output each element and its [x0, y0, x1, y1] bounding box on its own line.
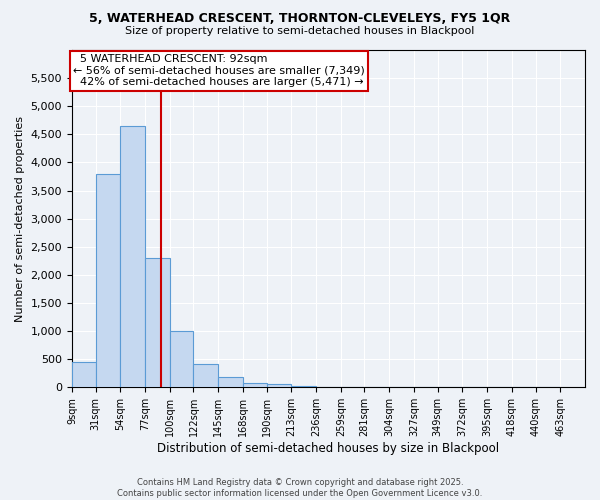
- Bar: [193, 364, 218, 388]
- Bar: [292, 386, 316, 388]
- Bar: [218, 377, 243, 388]
- Text: Size of property relative to semi-detached houses in Blackpool: Size of property relative to semi-detach…: [125, 26, 475, 36]
- Bar: [243, 383, 266, 388]
- Bar: [145, 258, 170, 388]
- Bar: [170, 331, 193, 388]
- Text: Contains HM Land Registry data © Crown copyright and database right 2025.
Contai: Contains HM Land Registry data © Crown c…: [118, 478, 482, 498]
- X-axis label: Distribution of semi-detached houses by size in Blackpool: Distribution of semi-detached houses by …: [157, 442, 500, 455]
- Text: 5, WATERHEAD CRESCENT, THORNTON-CLEVELEYS, FY5 1QR: 5, WATERHEAD CRESCENT, THORNTON-CLEVELEY…: [89, 12, 511, 26]
- Y-axis label: Number of semi-detached properties: Number of semi-detached properties: [15, 116, 25, 322]
- Bar: [95, 174, 121, 388]
- Bar: [72, 362, 95, 388]
- Bar: [121, 126, 145, 388]
- Text: 5 WATERHEAD CRESCENT: 92sqm
← 56% of semi-detached houses are smaller (7,349)
  : 5 WATERHEAD CRESCENT: 92sqm ← 56% of sem…: [73, 54, 365, 87]
- Bar: [266, 384, 292, 388]
